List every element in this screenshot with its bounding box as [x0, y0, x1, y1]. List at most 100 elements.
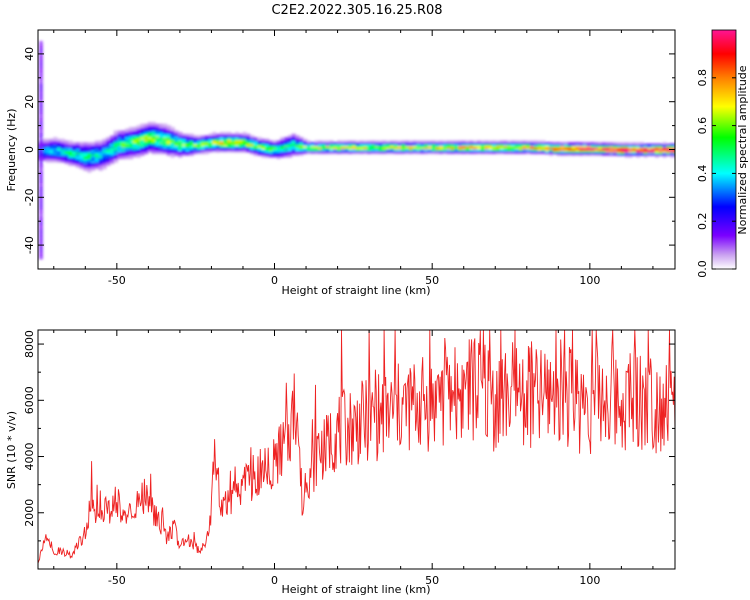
spectrogram-cell: [363, 147, 368, 150]
spectrogram-cell: [575, 143, 580, 146]
spectrogram-cell: [518, 142, 523, 145]
spectrogram-cell: [246, 148, 251, 151]
spectrogram-cell: [231, 147, 236, 150]
spectrogram-cell: [424, 140, 429, 143]
spectrogram-cell: [189, 142, 194, 145]
spectrogram-cell: [75, 142, 81, 145]
spectrogram-cell: [613, 143, 618, 146]
spectrogram-cell: [280, 150, 285, 153]
spectrogram-cell: [276, 142, 281, 145]
spectrogram-cell: [196, 138, 202, 141]
spectrogram-cell: [132, 130, 137, 133]
spectrogram-cell: [140, 135, 145, 138]
spectrogram-cell: [670, 152, 675, 155]
spectrogram-cell: [83, 155, 88, 158]
spectrogram-cell: [249, 147, 255, 150]
spectrogram-cell: [594, 148, 599, 151]
spectrogram-cell: [128, 140, 134, 143]
spectrogram-cell: [673, 150, 675, 153]
spectrogram-cell: [268, 150, 274, 153]
spectrogram-cell: [231, 135, 236, 138]
spectrogram-cell: [212, 138, 217, 141]
snr-y-tick-label: 2000: [23, 499, 36, 527]
spectrogram-cell: [518, 145, 523, 148]
spectrogram-cell: [386, 142, 391, 145]
spectrogram-cell: [155, 142, 160, 145]
spectrogram-cell: [170, 145, 175, 148]
spectrogram-cell: [219, 143, 224, 146]
spectrogram-cell: [151, 137, 156, 140]
spectrogram-cell: [159, 140, 164, 143]
spectrogram-cell: [284, 137, 289, 140]
spectrogram-cell: [106, 162, 111, 165]
spectrogram-cell: [49, 148, 54, 151]
spectrogram-cell: [128, 155, 134, 158]
spectrogram-cell: [367, 152, 372, 155]
spectrogram-cell: [94, 147, 100, 150]
spectrogram-cell: [249, 142, 255, 145]
spectrogram-cell: [393, 140, 399, 143]
spectrogram-cell: [314, 152, 319, 155]
spectrogram-cell: [204, 148, 209, 151]
spectrogram-cell: [461, 150, 467, 153]
spectrogram-cell: [321, 143, 327, 146]
spectrogram-cell: [227, 135, 232, 138]
spectrogram-cell: [45, 152, 50, 155]
spectrogram-cell: [363, 145, 368, 148]
spectrogram-cell: [261, 148, 266, 151]
spectrogram-cell: [291, 133, 296, 136]
spectrogram-cell: [125, 157, 130, 160]
spectrogram-cell: [132, 143, 137, 146]
spectrogram-cell: [571, 150, 576, 153]
snr-y-tick-label: 4000: [23, 443, 36, 471]
spectrogram-cell: [514, 148, 520, 151]
spectrogram-cell: [518, 143, 523, 146]
spectrogram-cell: [39, 113, 43, 118]
spectrogram-cell: [439, 140, 444, 143]
spectrogram-cell: [454, 142, 459, 145]
spectrogram-cell: [39, 209, 43, 214]
spectrogram-cell: [495, 150, 501, 153]
spectrogram-cell: [53, 140, 58, 143]
spectrogram-cell: [473, 142, 478, 145]
spectrogram-cell: [620, 152, 626, 155]
spectrogram-cell: [302, 147, 308, 150]
spectrogram-cell: [155, 152, 160, 155]
spectrogram-cell: [60, 145, 66, 148]
spectrogram-cell: [185, 153, 190, 156]
spectrogram-cell: [617, 150, 622, 153]
spectrogram-cell: [639, 152, 645, 155]
spectrogram-cell: [310, 147, 315, 150]
spectrogram-cell: [75, 148, 81, 151]
spectrogram-cell: [109, 157, 115, 160]
spectrogram-cell: [374, 150, 380, 153]
spectrogram-cell: [397, 143, 402, 146]
spectrogram-cell: [340, 143, 346, 146]
spectrogram-cell: [503, 145, 508, 148]
spectrogram-cell: [68, 155, 73, 158]
spectrogram-cell: [276, 147, 281, 150]
spectrogram-cell: [480, 142, 486, 145]
spectrogram-cell: [144, 126, 149, 130]
spectrogram-cell: [68, 158, 73, 161]
spectrogram-cell: [439, 150, 444, 153]
spectrogram-cell: [461, 142, 467, 145]
spectrogram-cell: [333, 147, 338, 150]
spectrogram-cell: [75, 143, 81, 146]
snr-y-tick-label: 8000: [23, 330, 36, 358]
spectrogram-cell: [45, 155, 50, 158]
spectrogram-cell: [617, 148, 622, 151]
spectrogram-cell: [219, 137, 224, 140]
spectrogram-cell: [386, 147, 391, 150]
spectrogram-cell: [424, 145, 429, 148]
spectrogram-cell: [132, 126, 137, 130]
spectrogram-cell: [53, 148, 58, 151]
spectrogram-cell: [128, 150, 134, 153]
spectrogram-cell: [140, 133, 145, 136]
spectrogram-cell: [299, 138, 304, 141]
spectrogram-cell: [39, 151, 43, 157]
spectrogram-cell: [64, 152, 69, 155]
spectrogram-cell: [125, 130, 130, 133]
spectrogram-cell: [333, 143, 338, 146]
spectrogram-cell: [144, 142, 149, 145]
